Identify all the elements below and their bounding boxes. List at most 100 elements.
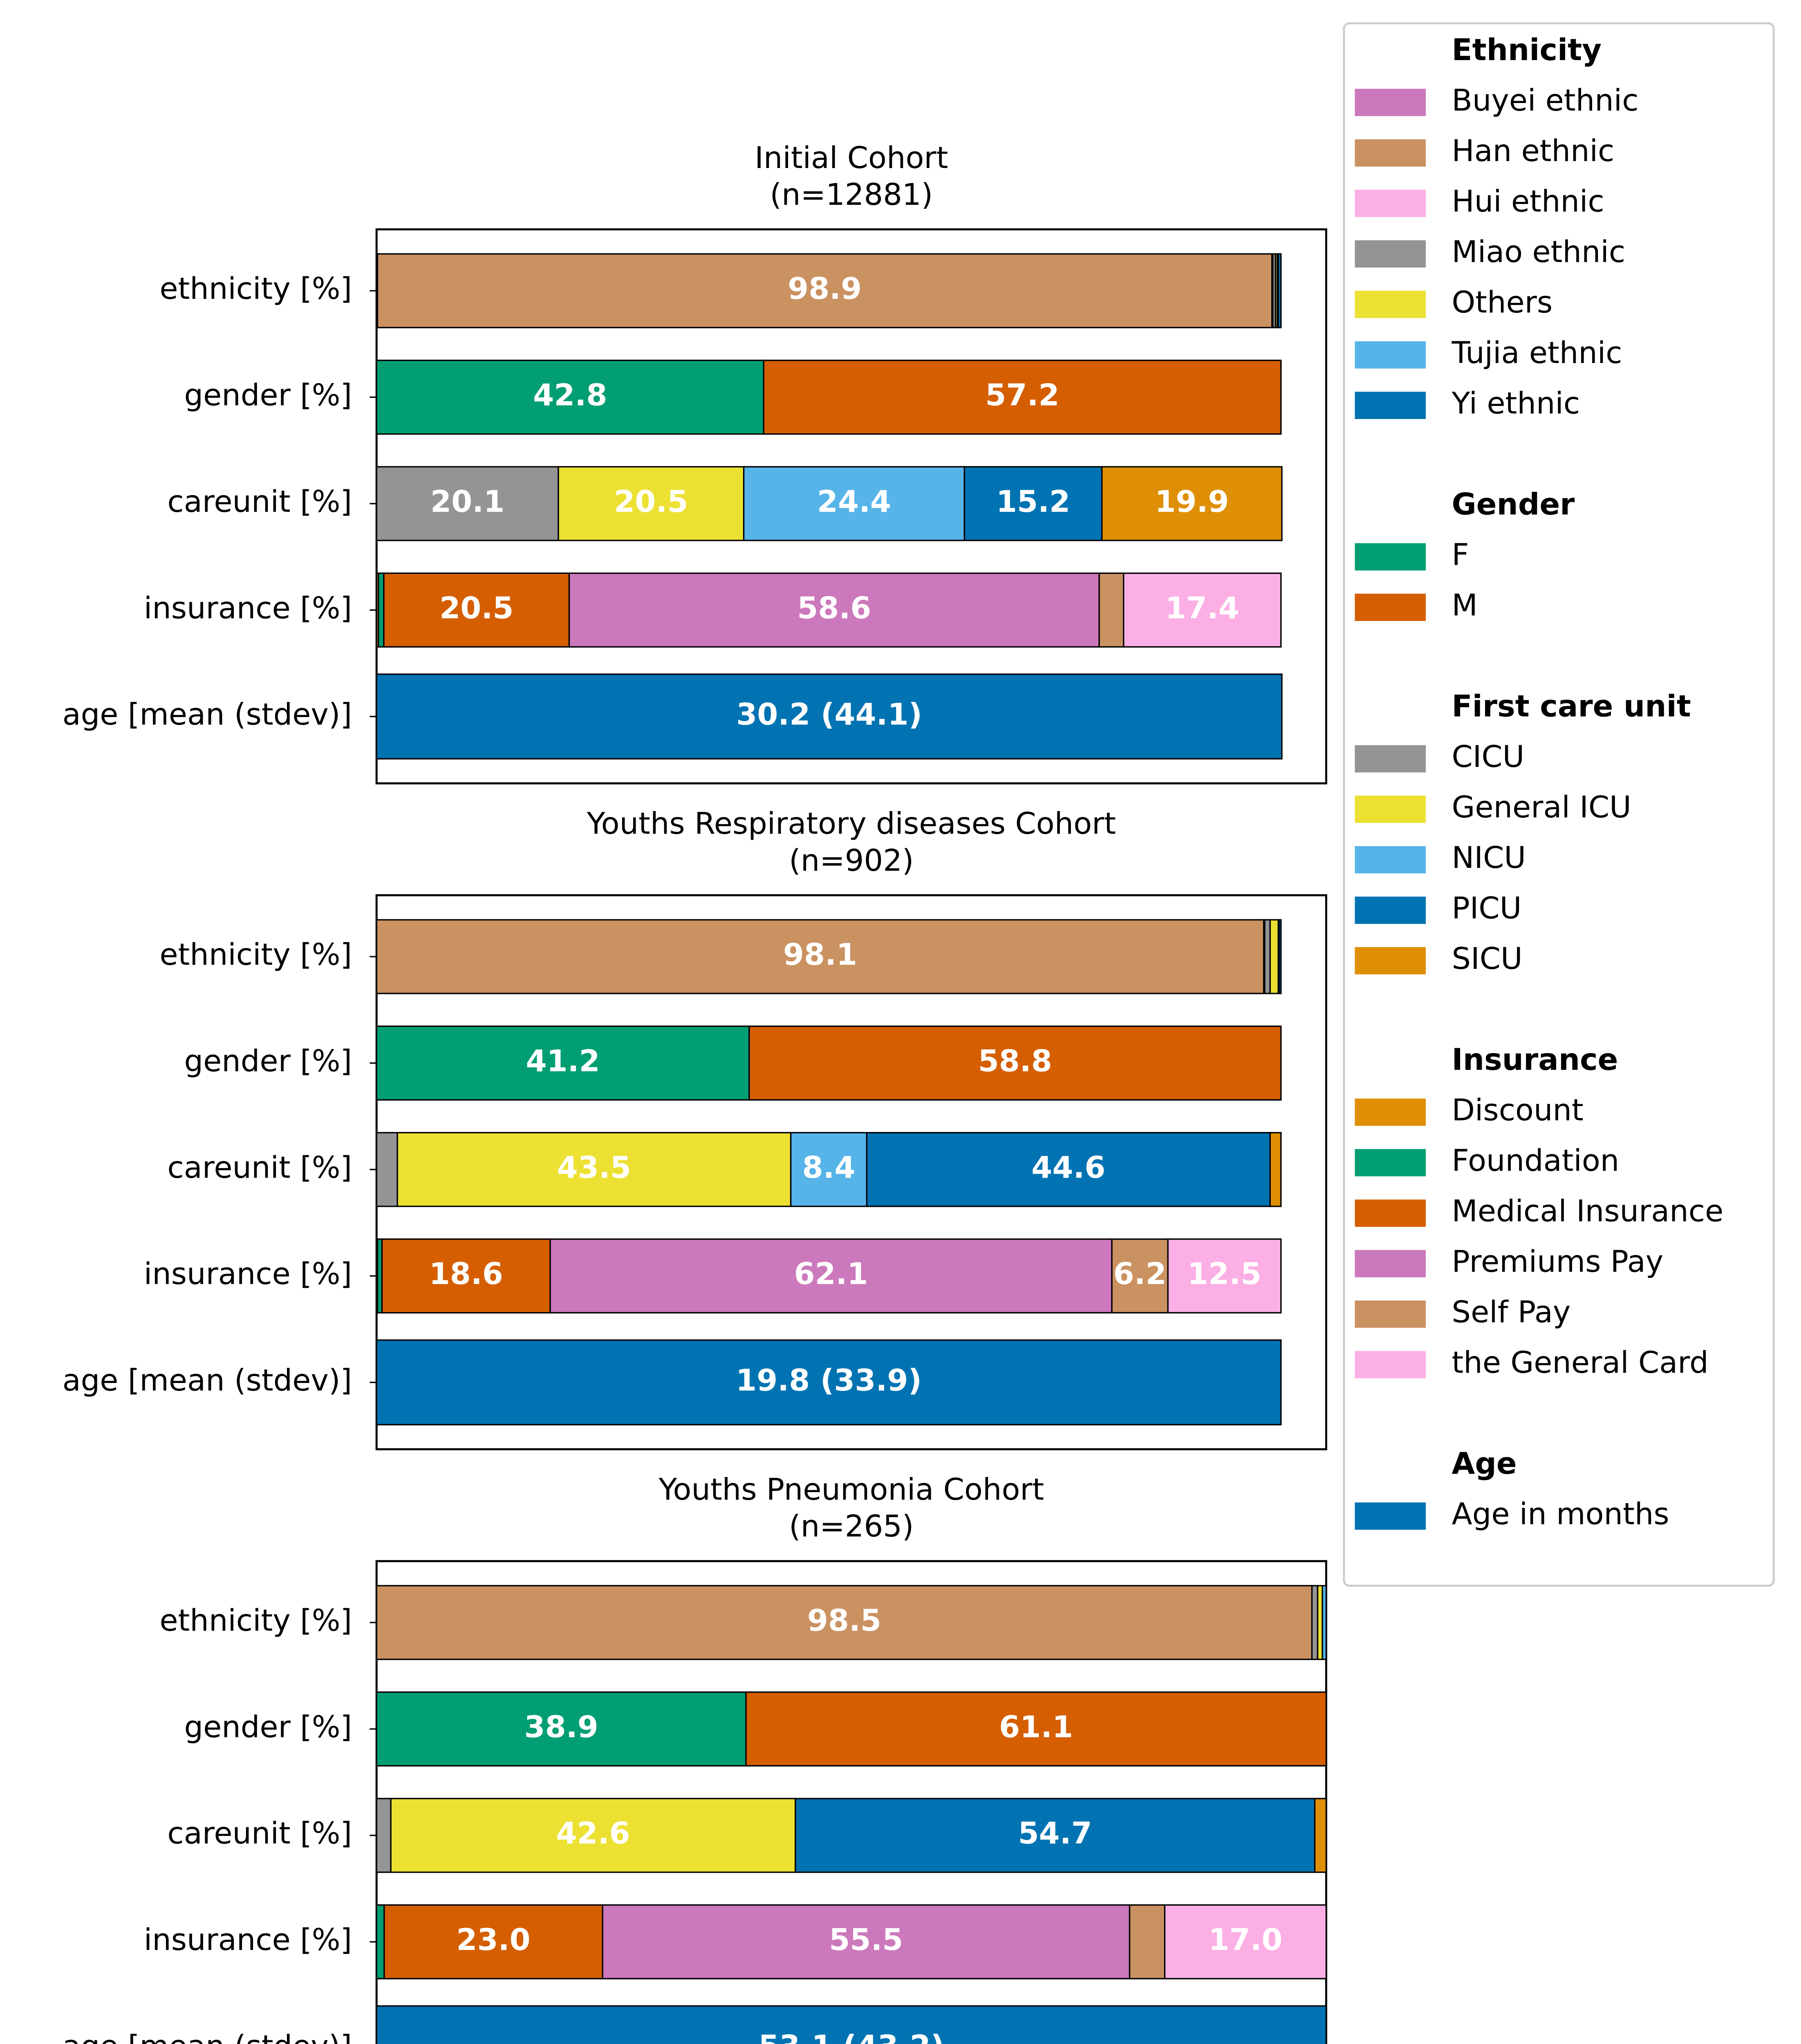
bar-segment xyxy=(1111,1238,1169,1313)
bar-segment xyxy=(1277,253,1282,329)
bar-segment xyxy=(1098,572,1125,648)
bar-segment xyxy=(1269,1132,1282,1207)
y-tick-label: insurance [%] xyxy=(144,1923,352,1957)
legend-label: Medical Insurance xyxy=(1452,1194,1724,1229)
legend-group-title: Ethnicity xyxy=(1452,33,1602,67)
chart-subtitle: (n=902) xyxy=(789,843,914,878)
bar-segment xyxy=(1164,1904,1327,1979)
y-tick-label: ethnicity [%] xyxy=(159,1603,352,1638)
data-label: 62.1 xyxy=(794,1257,868,1291)
data-label: 15.2 xyxy=(996,484,1070,519)
chart-title: Youths Pneumonia Cohort xyxy=(658,1472,1044,1507)
bar-segment xyxy=(376,1339,1282,1425)
data-label: 12.5 xyxy=(1187,1257,1261,1291)
data-label: 61.1 xyxy=(999,1710,1073,1744)
data-label: 30.2 (44.1) xyxy=(736,697,922,732)
bar-segment xyxy=(1167,1238,1282,1313)
y-tick-label: gender [%] xyxy=(184,378,352,413)
bar-segment xyxy=(376,1797,392,1873)
y-tick-label: careunit [%] xyxy=(167,484,352,519)
y-tick-label: age [mean (stdev)] xyxy=(63,697,352,732)
bar-segment xyxy=(396,1132,792,1207)
data-label: 42.8 xyxy=(533,378,607,413)
bar-segment xyxy=(383,1904,603,1979)
bar-segment xyxy=(383,572,570,648)
bar-segment xyxy=(558,466,745,541)
bar-segment xyxy=(1322,1585,1327,1660)
y-tick-label: careunit [%] xyxy=(167,1150,352,1185)
legend-swatch xyxy=(1355,291,1426,318)
legend-swatch xyxy=(1355,1199,1426,1227)
legend-label: PICU xyxy=(1452,891,1522,926)
bar-segment xyxy=(568,572,1100,648)
legend-swatch xyxy=(1355,745,1426,773)
legend-swatch xyxy=(1355,1300,1426,1328)
y-tick-label: age [mean (stdev)] xyxy=(63,2029,352,2044)
y-tick-label: ethnicity [%] xyxy=(159,937,352,972)
data-label: 55.5 xyxy=(829,1923,903,1957)
data-label: 57.2 xyxy=(985,378,1059,413)
legend-swatch xyxy=(1355,139,1426,167)
bar-segment xyxy=(376,1585,1313,1660)
bar-segment xyxy=(1311,1585,1319,1660)
data-label: 17.4 xyxy=(1165,591,1239,625)
legend-swatch xyxy=(1355,796,1426,823)
legend-swatch xyxy=(1355,846,1426,874)
data-label: 58.6 xyxy=(797,591,871,625)
bar-segment xyxy=(376,673,1283,760)
bar-segment xyxy=(795,1797,1316,1873)
legend-box xyxy=(1343,22,1775,1587)
legend-label: Age in months xyxy=(1452,1497,1669,1532)
bar-segment xyxy=(376,466,559,541)
bar-segment xyxy=(743,466,965,541)
legend-swatch xyxy=(1355,896,1426,924)
data-label: 98.1 xyxy=(783,937,857,972)
data-label: 58.8 xyxy=(978,1044,1052,1078)
data-label: 8.4 xyxy=(802,1150,855,1185)
legend-swatch xyxy=(1355,1351,1426,1378)
chart-title: Youths Respiratory diseases Cohort xyxy=(587,807,1116,841)
legend-group-title: Age xyxy=(1452,1446,1517,1481)
bar-segment xyxy=(376,1025,750,1101)
y-tick-label: gender [%] xyxy=(184,1710,352,1744)
chart-subtitle: (n=12881) xyxy=(770,177,933,212)
legend-swatch xyxy=(1355,392,1426,419)
legend-label: SICU xyxy=(1452,941,1523,976)
bar-segment xyxy=(1278,919,1282,994)
legend-swatch xyxy=(1355,240,1426,268)
bar-segment xyxy=(376,1691,747,1767)
data-label: 20.5 xyxy=(614,484,688,519)
data-label: 20.1 xyxy=(430,484,504,519)
bar-segment xyxy=(748,1025,1282,1101)
legend-swatch xyxy=(1355,1502,1426,1530)
data-label: 17.0 xyxy=(1208,1923,1282,1957)
data-label: 98.5 xyxy=(807,1603,881,1638)
legend-label: F xyxy=(1452,538,1469,572)
bar-segment xyxy=(763,359,1282,435)
bar-segment xyxy=(376,919,1265,994)
bar-segment xyxy=(1269,919,1279,994)
bar-segment xyxy=(376,1132,398,1207)
bar-segment xyxy=(1129,1904,1166,1979)
legend-swatch xyxy=(1355,543,1426,571)
bar-segment xyxy=(1101,466,1283,541)
y-tick-label: insurance [%] xyxy=(144,591,352,625)
data-label: 20.5 xyxy=(439,591,513,625)
y-tick-label: ethnicity [%] xyxy=(159,271,352,306)
legend-swatch xyxy=(1355,341,1426,369)
data-label: 41.2 xyxy=(526,1044,600,1078)
legend-swatch xyxy=(1355,89,1426,116)
data-label: 23.0 xyxy=(456,1923,530,1957)
bar-segment xyxy=(381,1238,551,1313)
legend-swatch xyxy=(1355,190,1426,217)
legend-label: Self Pay xyxy=(1452,1295,1571,1330)
bar-segment xyxy=(376,1904,385,1979)
legend-label: Han ethnic xyxy=(1452,134,1615,168)
y-tick-label: age [mean (stdev)] xyxy=(63,1363,352,1398)
data-label: 43.5 xyxy=(557,1150,631,1185)
y-tick-label: insurance [%] xyxy=(144,1257,352,1291)
data-label: 6.2 xyxy=(1113,1257,1167,1291)
legend-label: M xyxy=(1452,588,1478,623)
legend-swatch xyxy=(1355,1250,1426,1278)
legend-label: Premiums Pay xyxy=(1452,1244,1664,1279)
